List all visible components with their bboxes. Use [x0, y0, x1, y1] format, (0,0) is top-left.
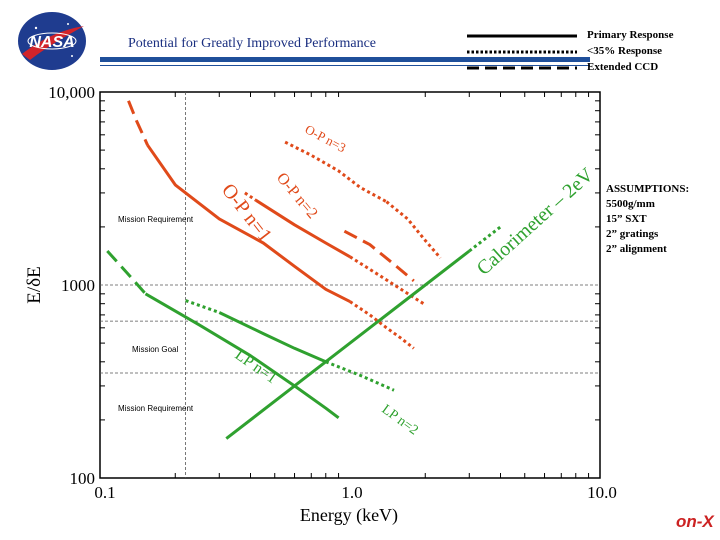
series-orange-0-segment-solid — [146, 144, 351, 303]
series-orange-2-segment-dotted — [284, 140, 388, 204]
legend-swatches — [467, 34, 577, 70]
x-tick-label: 1.0 — [341, 483, 362, 502]
series-green-5-segment-solid — [144, 292, 340, 419]
nasa-logo-star — [71, 55, 73, 57]
series-orange-1-segment-solid — [254, 198, 351, 259]
assumption-line: 15” SXT — [606, 213, 647, 225]
series-green-6-segment-dotted — [185, 299, 220, 314]
header-bar-thick — [100, 57, 590, 62]
nasa-logo-star — [67, 23, 69, 25]
y-tick-label: 1000 — [61, 276, 95, 295]
nasa-logo-orbit — [27, 32, 77, 50]
series-green-5-segment-dashed — [106, 249, 147, 295]
mission-requirement-lp-label: Mission Requirement — [118, 404, 194, 413]
assumption-line: 2” alignment — [606, 243, 667, 255]
series-green-4-segment-dotted — [468, 225, 502, 253]
mission-goal-label: Mission Goal — [132, 345, 178, 354]
legend-label-extended: Extended CCD — [587, 61, 659, 73]
y-axis-label: E/δE — [24, 266, 45, 303]
assumptions-title: ASSUMPTIONS: — [606, 183, 690, 195]
series-orange-1-segment-dotted — [244, 191, 257, 202]
series-orange-2-segment-dotted — [385, 200, 442, 259]
series-orange-0-segment-dashed — [127, 100, 149, 146]
nasa-logo-swoosh — [22, 26, 84, 60]
nasa-logo: NASA — [18, 12, 86, 70]
curve-label-lp-n2: LP n=2 — [379, 402, 421, 438]
series-green-6-segment-dotted — [325, 360, 395, 392]
series-orange-3-segment-dashed — [343, 229, 415, 283]
series-green-4-segment-solid — [225, 249, 471, 440]
slide-title: Potential for Greatly Improved Performan… — [128, 36, 377, 51]
series-green-6-segment-solid — [218, 311, 327, 364]
header-bar-thin — [100, 65, 590, 66]
y-tick-label: 100 — [70, 469, 96, 488]
series-orange-0-segment-dotted — [349, 300, 415, 350]
assumption-line: 5500g/mm — [606, 198, 655, 210]
nasa-logo-wordmark: NASA — [29, 34, 74, 51]
curve-label-lp-n1: LP n=1 — [232, 346, 280, 387]
x-tick-label: 10.0 — [587, 483, 617, 502]
legend-label-primary: Primary Response — [587, 29, 674, 41]
legend-label-35pct: <35% Response — [587, 45, 663, 57]
curve-label-calorimeter: Calorimeter – 2eV — [473, 163, 599, 279]
x-tick-label: 0.1 — [94, 483, 115, 502]
series-orange-1-segment-dotted — [349, 255, 427, 307]
y-tick-label: 10,000 — [48, 83, 95, 102]
assumption-line: 2” gratings — [606, 228, 659, 240]
mission-requirement-op-label: Mission Requirement — [118, 215, 194, 224]
corner-brand: on-X — [676, 512, 714, 531]
assumptions-block: ASSUMPTIONS: 5500g/mm 15” SXT 2” grating… — [606, 182, 689, 257]
curve-label-op-n1: O-P n=1 — [217, 180, 276, 247]
nasa-logo-star — [34, 26, 38, 30]
x-axis-label: Energy (keV) — [300, 505, 398, 526]
curve-label-op-n3: O-P n=3 — [303, 121, 349, 155]
